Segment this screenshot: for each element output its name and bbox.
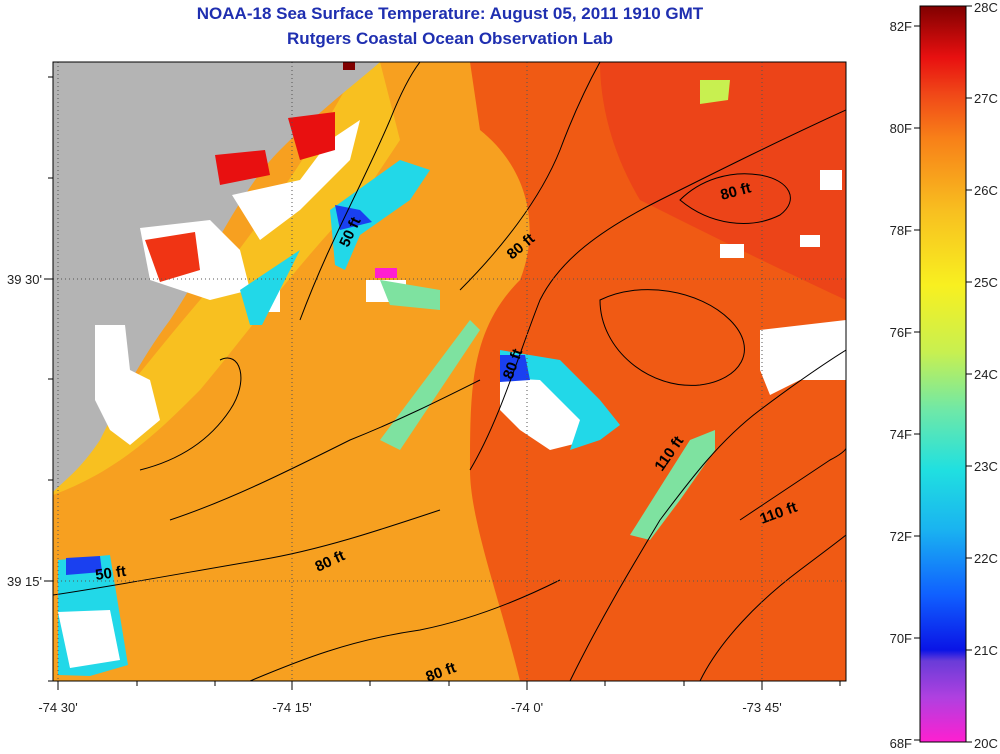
depth-contour-label: 50 ft bbox=[94, 563, 127, 584]
cool-water-streak bbox=[240, 250, 300, 325]
cold-water-patch bbox=[66, 556, 102, 575]
bathymetry-contours bbox=[53, 62, 846, 681]
no-data-area bbox=[720, 244, 744, 258]
colorbar-c-label: 21C bbox=[974, 643, 998, 658]
colorbar-c-label: 20C bbox=[974, 736, 998, 751]
colorbar-c-label: 22C bbox=[974, 551, 998, 566]
cool-water-streak bbox=[330, 160, 430, 270]
lon-label: -74 15' bbox=[272, 700, 311, 715]
graticule bbox=[53, 62, 846, 681]
axis-ticks bbox=[44, 76, 841, 690]
colorbar-c-label: 28C bbox=[974, 0, 998, 15]
cold-water-patch bbox=[335, 205, 372, 230]
coldest-water-patch bbox=[375, 268, 397, 278]
colorbar-ticks bbox=[914, 5, 972, 743]
cool-water-streak bbox=[500, 350, 620, 450]
colorbar-f-label: 74F bbox=[890, 427, 912, 442]
cool-water-streak bbox=[380, 320, 480, 450]
colorbar-c-label: 26C bbox=[974, 183, 998, 198]
hot-spot bbox=[343, 62, 355, 70]
no-data-area bbox=[760, 320, 846, 395]
lon-label: -74 30' bbox=[38, 700, 77, 715]
colorbar-c-label: 25C bbox=[974, 275, 998, 290]
land-mass bbox=[53, 62, 380, 492]
colorbar-f-label: 72F bbox=[890, 529, 912, 544]
lat-label: 39 30' bbox=[7, 272, 42, 287]
colorbar-f-label: 70F bbox=[890, 631, 912, 646]
cool-water-streak bbox=[380, 280, 440, 310]
temperature-colorbar: 82F 80F 78F 76F 74F 72F 70F 68F 28C 27C … bbox=[890, 0, 998, 751]
no-data-area bbox=[58, 610, 120, 668]
no-data-area bbox=[95, 325, 160, 445]
cool-water-streak bbox=[630, 430, 715, 540]
cool-water-streak bbox=[700, 80, 730, 104]
map-area bbox=[53, 62, 846, 681]
colorbar-f-label: 68F bbox=[890, 736, 912, 751]
warmest-water-region bbox=[600, 62, 846, 300]
lat-label: 39 15' bbox=[7, 574, 42, 589]
colorbar-f-label: 78F bbox=[890, 223, 912, 238]
map-subtitle: Rutgers Coastal Ocean Observation Lab bbox=[287, 29, 613, 48]
colorbar-f-label: 82F bbox=[890, 19, 912, 34]
colorbar-gradient bbox=[920, 6, 966, 742]
colorbar-f-label: 80F bbox=[890, 121, 912, 136]
hot-spot bbox=[288, 112, 335, 160]
hot-spot bbox=[215, 150, 270, 185]
hot-spot bbox=[145, 232, 200, 282]
colorbar-c-label: 24C bbox=[974, 367, 998, 382]
map-title: NOAA-18 Sea Surface Temperature: August … bbox=[196, 4, 704, 23]
colorbar-c-label: 27C bbox=[974, 91, 998, 106]
colorbar-c-label: 23C bbox=[974, 459, 998, 474]
lon-label: -74 0' bbox=[511, 700, 543, 715]
no-data-area bbox=[800, 235, 820, 247]
no-data-area bbox=[820, 170, 842, 190]
colorbar-f-label: 76F bbox=[890, 325, 912, 340]
lon-label: -73 45' bbox=[742, 700, 781, 715]
